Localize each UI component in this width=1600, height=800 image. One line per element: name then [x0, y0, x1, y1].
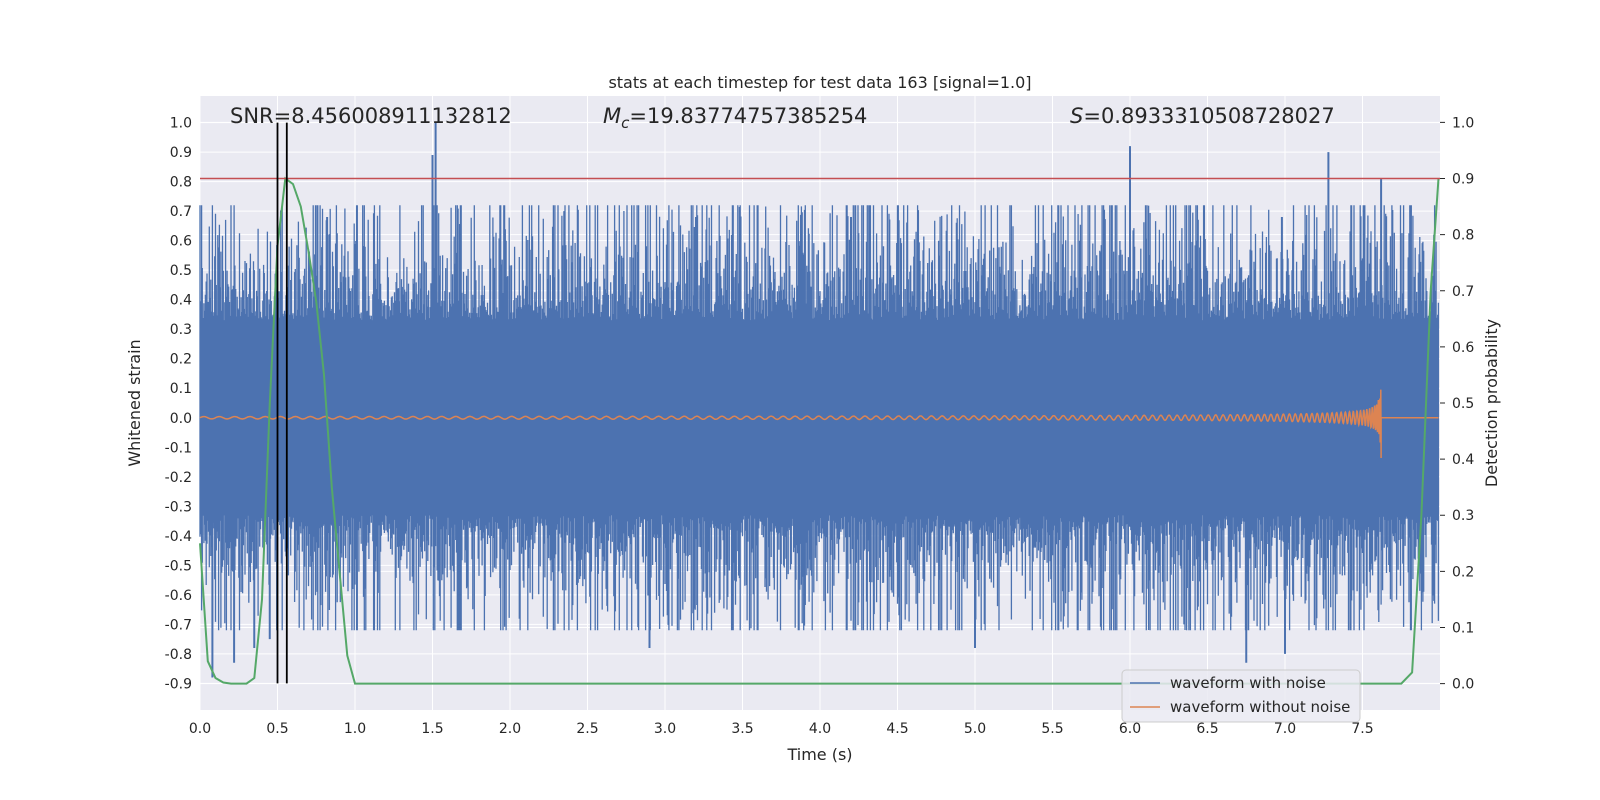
y-tick-label: -0.1 [165, 440, 192, 456]
y2-tick-label: 0.9 [1452, 172, 1474, 188]
x-tick-label: 0.5 [266, 721, 288, 737]
snr-annotation: SNR=8.456008911132812 [230, 104, 512, 128]
y-tick-label: 0.4 [170, 293, 192, 309]
chirp-mass-annotation: Mc=19.83774757385254 [603, 104, 867, 132]
x-tick-label: 4.0 [809, 721, 831, 737]
x-tick-label: 1.0 [344, 721, 366, 737]
y-tick-label: -0.8 [165, 647, 192, 663]
x-tick-label: 0.0 [189, 721, 211, 737]
score-annotation: S=0.8933310508728027 [1070, 104, 1335, 128]
y-tick-label: -0.5 [165, 558, 192, 574]
x-tick-label: 4.5 [886, 721, 908, 737]
y-tick-label: -0.6 [165, 588, 192, 604]
y2-tick-label: 0.7 [1452, 284, 1474, 300]
x-tick-label: 5.5 [1041, 721, 1063, 737]
y-tick-label: -0.4 [165, 529, 192, 545]
y-tick-label: 0.5 [170, 263, 192, 279]
y-tick-label: 0.1 [170, 381, 192, 397]
score-value: =0.8933310508728027 [1083, 104, 1334, 128]
y-tick-label: 0.0 [170, 411, 192, 427]
y-tick-label: -0.2 [165, 470, 192, 486]
x-tick-label: 6.5 [1196, 721, 1218, 737]
x-axis-label: Time (s) [786, 745, 852, 764]
y-tick-label: -0.7 [165, 617, 192, 633]
y2-tick-label: 0.8 [1452, 228, 1474, 244]
x-tick-label: 2.5 [576, 721, 598, 737]
x-tick-label: 3.0 [654, 721, 676, 737]
y-tick-label: 0.6 [170, 234, 192, 250]
y2-tick-label: 0.6 [1452, 340, 1474, 356]
y2-tick-label: 0.5 [1452, 396, 1474, 412]
legend-box [1121, 669, 1361, 723]
overlays [200, 122, 1440, 684]
y2-tick-label: 1.0 [1452, 115, 1474, 131]
y2-tick-label: 0.1 [1452, 620, 1474, 636]
axes: 0.0 0.5 1.0 1.5 2.0 2.5 3.0 3.5 4.0 4.5 5.0 5.5 6.0 6… [165, 115, 1475, 737]
y-tick-label: 0.2 [170, 352, 192, 368]
y2-axis-label: Detection probability [1482, 319, 1501, 487]
y2-tick-label: 0.2 [1452, 564, 1474, 580]
y2-tick-label: 0.4 [1452, 452, 1474, 468]
x-tick-label: 6.0 [1119, 721, 1141, 737]
y-tick-label: 0.7 [170, 204, 192, 220]
y-tick-label: -0.3 [165, 499, 192, 515]
clean-waveform-line [199, 389, 1439, 459]
x-tick-label: 2.0 [499, 721, 521, 737]
x-tick-label: 3.5 [731, 721, 753, 737]
chirp-mass-symbol: M [603, 104, 621, 128]
legend-clean-label: waveform without noise [1170, 698, 1350, 716]
y-axis-label: Whitened strain [125, 339, 144, 466]
chart-title: stats at each timestep for test data 163… [608, 73, 1031, 92]
x-tick-label: 5.0 [964, 721, 986, 737]
legend-noise-label: waveform with noise [1170, 674, 1326, 692]
legend: waveform with noise waveform without noi… [1121, 669, 1361, 723]
y2-tick-label: 0.0 [1452, 677, 1474, 693]
score-symbol: S [1070, 104, 1083, 128]
y-tick-label: 0.3 [170, 322, 192, 338]
x-tick-label: 1.5 [421, 721, 443, 737]
series-waveform-without-noise [199, 389, 1439, 459]
y2-tick-label: 0.3 [1452, 508, 1474, 524]
y-tick-label: -0.9 [165, 676, 192, 692]
x-tick-label: 7.0 [1274, 721, 1296, 737]
chirp-mass-subscript: c [621, 114, 630, 132]
y-tick-label: 0.8 [170, 175, 192, 191]
y-tick-label: 1.0 [170, 116, 192, 132]
x-tick-label: 7.5 [1351, 721, 1373, 737]
y-tick-label: 0.9 [170, 145, 192, 161]
chirp-mass-value: =19.83774757385254 [629, 104, 867, 128]
